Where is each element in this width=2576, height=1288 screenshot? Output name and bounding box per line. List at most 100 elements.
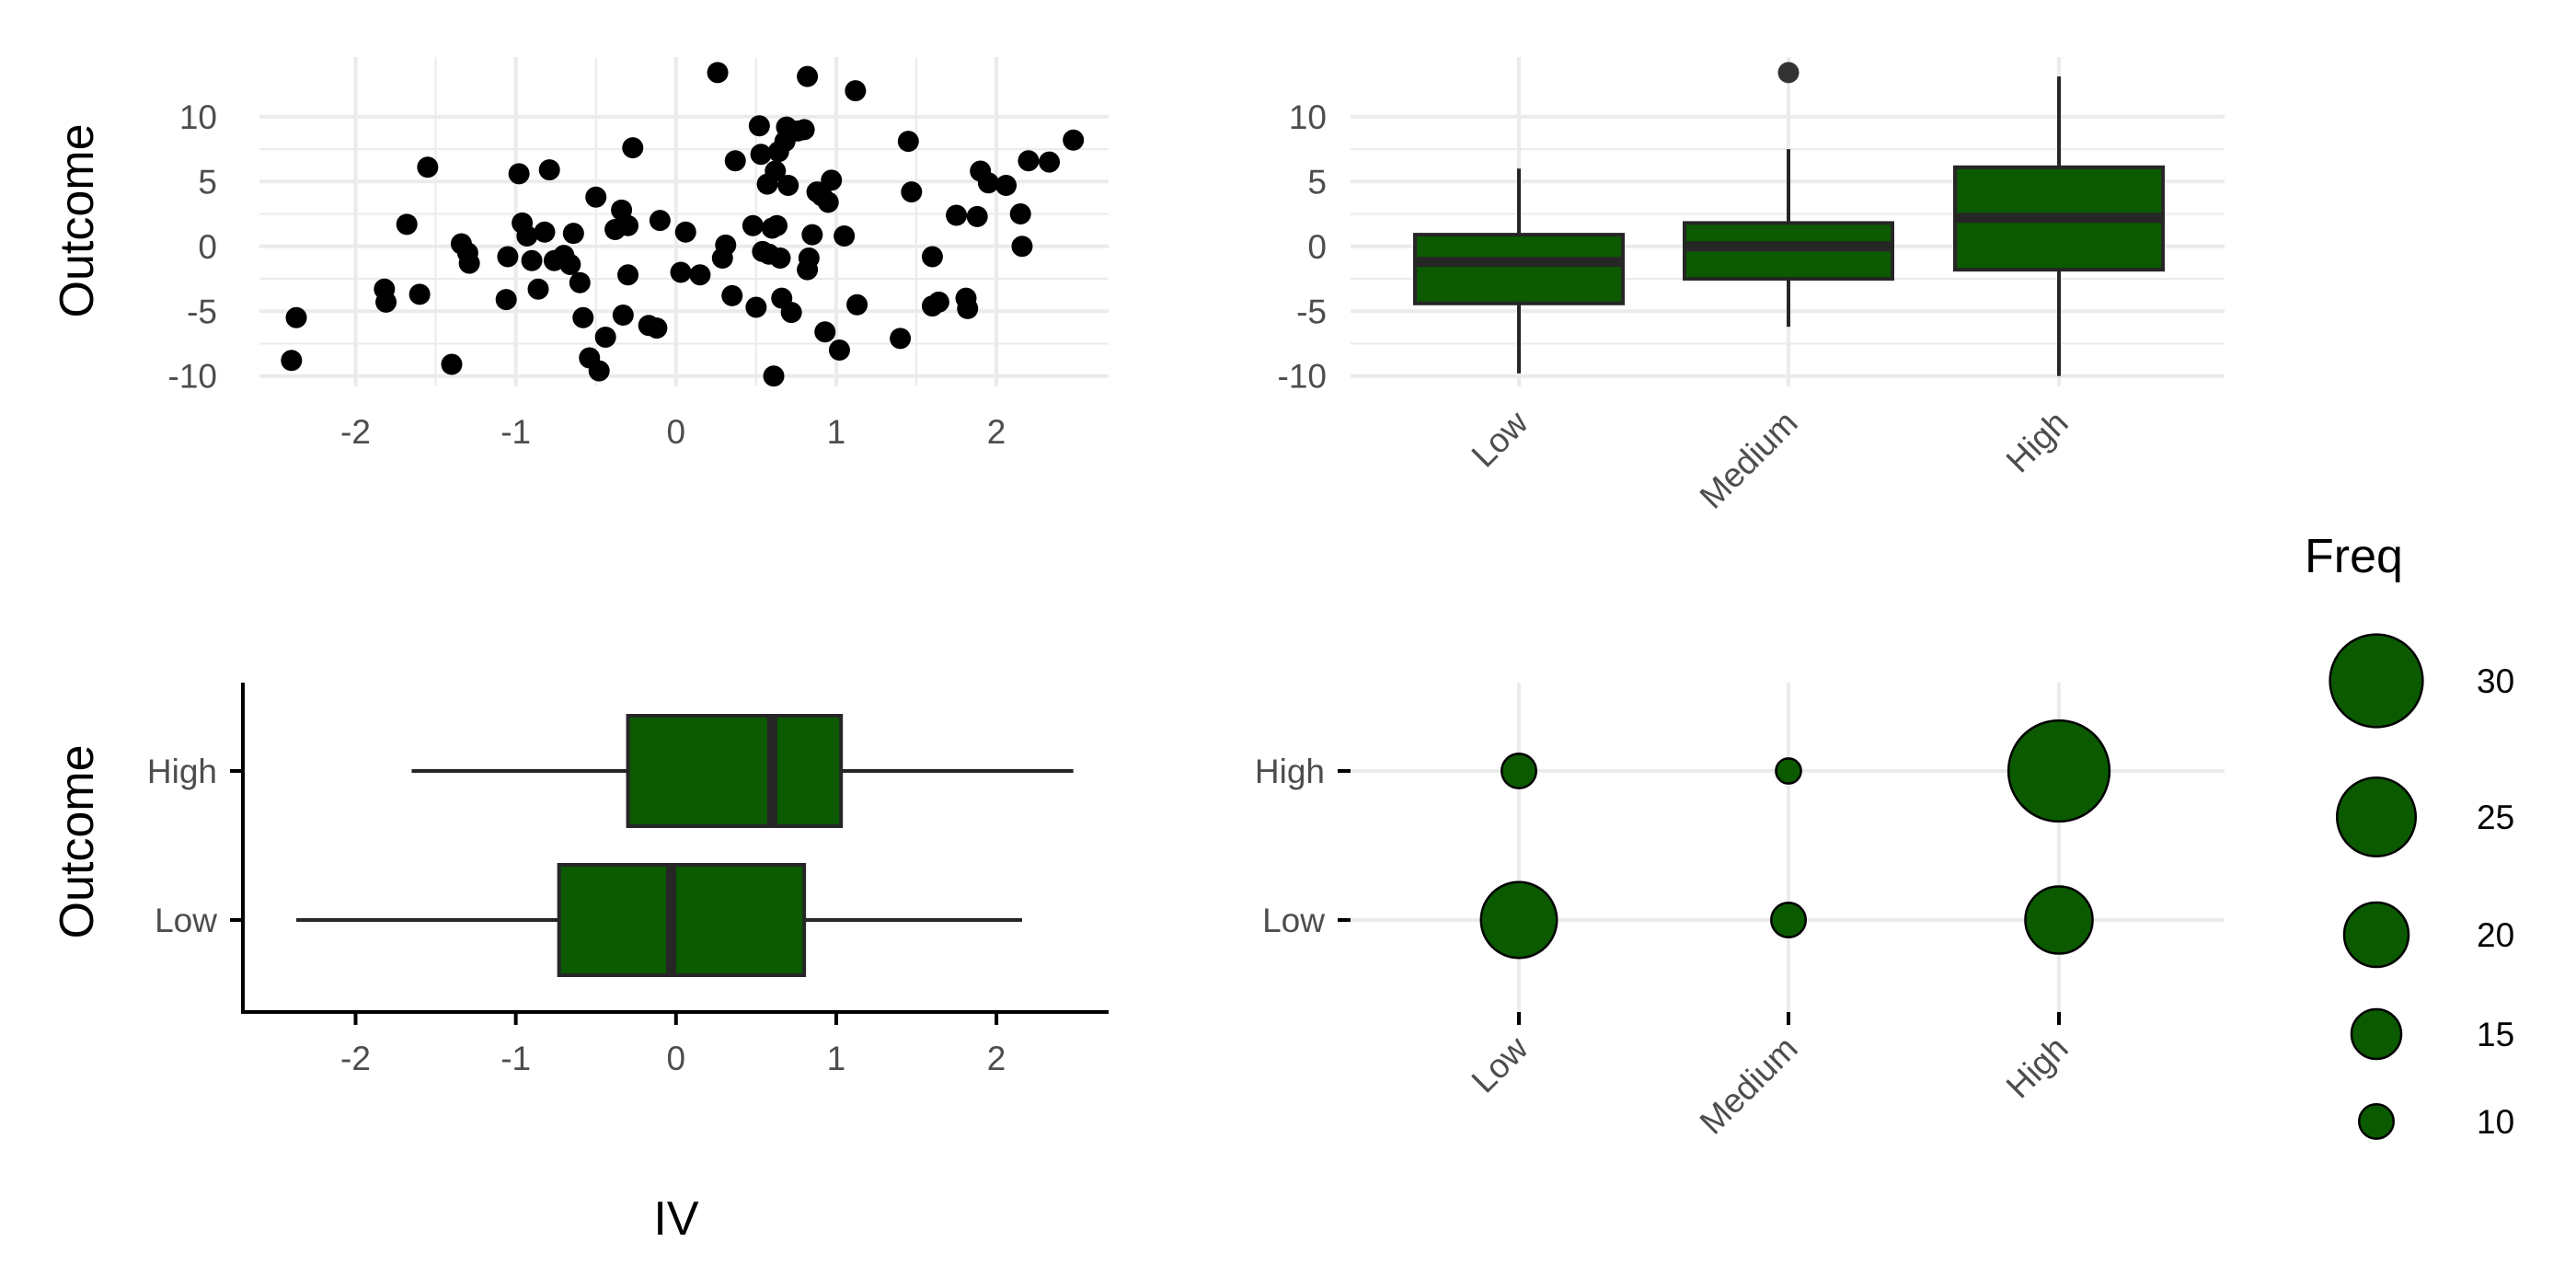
scatter-x-tick-label: 1 — [827, 413, 846, 451]
vertical-boxplot-panel: -10 -5 0 5 10 Low Medium High — [1278, 57, 2225, 516]
scatter-point — [921, 246, 943, 268]
freq-legend-label: 20 — [2477, 916, 2514, 954]
scatter-point — [527, 278, 549, 300]
bubble-y-tick-label: Low — [1262, 902, 1325, 939]
scatter-point — [769, 247, 791, 269]
scatter-point — [441, 353, 463, 375]
scatter-point — [562, 223, 584, 245]
freq-legend-key — [2329, 633, 2424, 729]
boxplot-x-tick-label: Medium — [1693, 404, 1805, 516]
scatter-point — [742, 214, 764, 236]
scatter-point — [1039, 151, 1061, 173]
scatter-point — [927, 291, 949, 313]
scatter-point — [780, 302, 802, 324]
bubble — [1501, 753, 1537, 789]
scatter-point — [585, 186, 607, 208]
scatter-point — [901, 181, 923, 203]
scatter-point — [715, 234, 737, 256]
boxplot-outlier — [1777, 62, 1800, 84]
bubble-x-tick-label: Low — [1465, 1029, 1535, 1099]
scatter-point — [417, 156, 439, 178]
scatter-point — [966, 205, 988, 227]
freq-legend-label: 15 — [2477, 1016, 2514, 1053]
scatter-point — [281, 350, 303, 372]
scatter-point — [721, 284, 743, 306]
freq-legend: 30 25 20 15 10 — [2329, 633, 2514, 1141]
scatter-point — [745, 296, 767, 318]
scatter-point — [674, 221, 696, 243]
scatter-point — [797, 65, 819, 87]
scatter-point — [396, 213, 418, 236]
scatter-point — [817, 191, 839, 213]
bubble — [1770, 902, 1807, 938]
scatter-point — [521, 249, 543, 271]
scatter-y-tick-label: 5 — [198, 163, 217, 201]
scatter-point — [890, 328, 912, 350]
bubble — [2024, 885, 2094, 955]
scatter-point — [845, 80, 867, 102]
freq-legend-label: 25 — [2477, 799, 2514, 836]
scatter-point — [617, 214, 639, 236]
scatter-point — [646, 317, 668, 339]
horizontal-boxplot-box — [557, 863, 807, 977]
boxplot-y-tick-label: 5 — [1307, 163, 1327, 201]
scatter-point — [508, 163, 530, 185]
scatter-point — [763, 365, 785, 387]
scatter-point — [572, 306, 594, 328]
freq-legend-key — [2335, 776, 2418, 858]
scatter-point — [1009, 203, 1031, 225]
horizontal-boxplot-y-axis-title: Outcome — [51, 745, 104, 939]
boxplot-x-tick-label: High — [1999, 404, 2076, 480]
freq-legend-key — [2358, 1103, 2395, 1140]
bubble-panel: Low High Low Medium High — [1255, 683, 2225, 1142]
scatter-point — [995, 175, 1018, 197]
scatter-point — [649, 210, 671, 232]
freq-legend-key — [2342, 901, 2410, 969]
scatter-point — [846, 293, 868, 316]
scatter-point — [707, 62, 729, 84]
boxplot-y-tick-label: 0 — [1307, 228, 1327, 266]
horizontal-boxplot-y-tick-label: High — [147, 753, 217, 790]
scatter-point — [748, 115, 770, 137]
scatter-point — [724, 150, 746, 172]
scatter-point — [977, 172, 999, 194]
scatter-y-tick-label: -10 — [168, 358, 217, 396]
bubble-y-tick-label: High — [1255, 753, 1325, 790]
scatter-point — [534, 221, 556, 243]
scatter-point — [495, 289, 517, 311]
scatter-point — [458, 252, 480, 274]
boxplot-box — [1413, 233, 1625, 305]
scatter-point — [765, 160, 787, 182]
horizontal-boxplot-x-tick-label: 1 — [827, 1040, 846, 1077]
horizontal-boxplot-panel: Low High -2 -1 0 1 2 — [147, 683, 1109, 1077]
boxplot-y-tick-label: -10 — [1278, 358, 1327, 396]
freq-legend-key — [2350, 1007, 2403, 1061]
horizontal-boxplot-y-tick-label: Low — [155, 902, 217, 939]
scatter-y-axis-title: Outcome — [51, 124, 104, 318]
bubble — [1775, 757, 1802, 785]
scatter-point — [793, 119, 815, 141]
horizontal-boxplot-x-axis-title: IV — [653, 1192, 698, 1246]
scatter-point — [777, 175, 799, 197]
scatter-point — [516, 225, 538, 247]
scatter-point — [559, 254, 581, 276]
scatter-point — [1011, 236, 1033, 258]
scatter-point — [834, 225, 856, 247]
scatter-point — [1018, 150, 1040, 172]
bubble — [2007, 719, 2111, 823]
scatter-point — [594, 326, 616, 348]
scatter-point — [375, 291, 397, 313]
scatter-point — [622, 137, 644, 159]
scatter-point — [569, 271, 591, 293]
freq-legend-label: 10 — [2477, 1103, 2514, 1141]
scatter-point — [617, 264, 639, 286]
scatter-y-tick-label: 10 — [179, 98, 217, 136]
freq-legend-title: Freq — [2305, 530, 2403, 583]
horizontal-boxplot-x-tick-label: 2 — [987, 1040, 1006, 1077]
scatter-point — [285, 306, 307, 328]
freq-legend-label: 30 — [2477, 662, 2514, 700]
horizontal-boxplot-x-tick-label: 0 — [667, 1040, 686, 1077]
scatter-x-tick-label: -2 — [340, 413, 371, 451]
bubble — [1479, 880, 1558, 960]
